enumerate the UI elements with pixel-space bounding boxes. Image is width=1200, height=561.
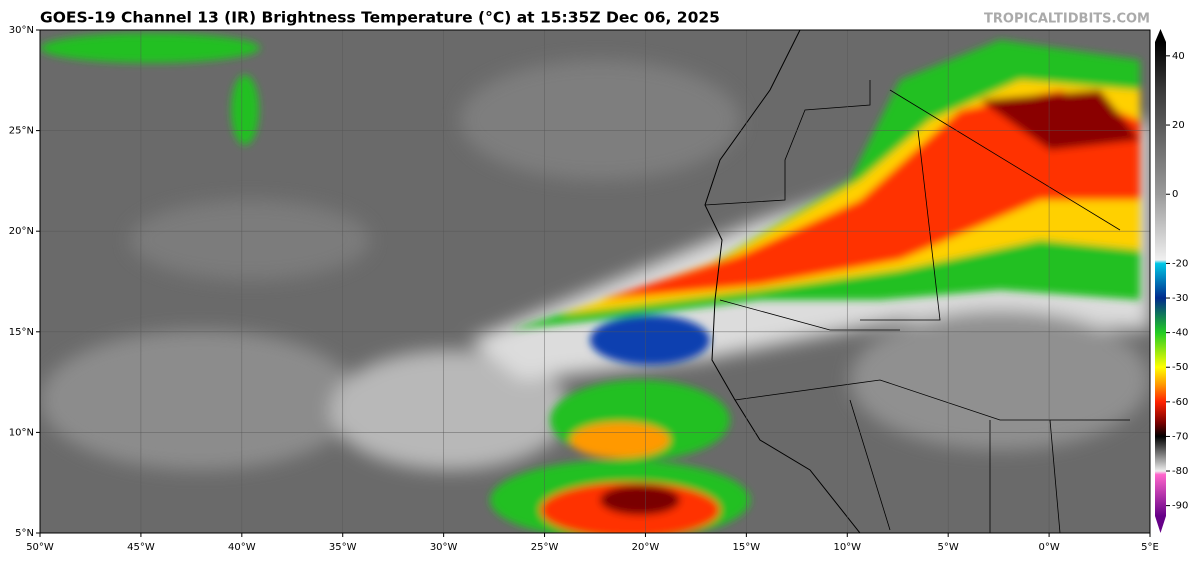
x-tick-label: 10°W (833, 542, 861, 553)
colorbar-min-arrow (1155, 516, 1166, 533)
colorbar-max-arrow (1155, 29, 1166, 42)
x-tick-label: 25°W (531, 542, 559, 553)
colorbar-tick-label: -60 (1172, 397, 1188, 408)
x-tick-label: 20°W (632, 542, 660, 553)
watermark: TROPICALTIDBITS.COM (984, 12, 1150, 27)
x-tick-label: 45°W (127, 542, 155, 553)
y-tick-label: 25°N (9, 126, 34, 137)
colorbar (1155, 42, 1166, 516)
colorbar-tick-label: 20 (1172, 120, 1185, 131)
x-tick-label: 30°W (430, 542, 458, 553)
colorbar-tick-label: -40 (1172, 328, 1188, 339)
x-tick-label: 0°W (1038, 542, 1059, 553)
satellite-image (40, 30, 1150, 533)
colorbar-tick-label: -20 (1172, 258, 1188, 269)
y-tick-label: 15°N (9, 327, 34, 338)
x-tick-label: 5°W (938, 542, 959, 553)
y-tick-label: 20°N (9, 226, 34, 237)
colorbar-tick-label: 40 (1172, 51, 1185, 62)
x-tick-label: 40°W (228, 542, 256, 553)
x-tick-label: 15°W (733, 542, 761, 553)
x-tick-label: 35°W (329, 542, 357, 553)
colorbar-tick-label: -70 (1172, 431, 1188, 442)
colorbar-tick-label: -50 (1172, 362, 1188, 373)
colorbar-tick-label: -90 (1172, 501, 1188, 512)
colorbar-tick-label: -30 (1172, 293, 1188, 304)
colorbar-tick-label: -80 (1172, 466, 1188, 477)
colorbar-tick-label: 0 (1172, 189, 1178, 200)
y-tick-label: 30°N (9, 25, 34, 36)
map-frame (39, 29, 1151, 534)
x-tick-label: 50°W (26, 542, 54, 553)
x-tick-label: 5°E (1141, 542, 1159, 553)
y-tick-label: 10°N (9, 427, 34, 438)
title: GOES-19 Channel 13 (IR) Brightness Tempe… (40, 9, 720, 27)
y-tick-label: 5°N (15, 528, 34, 539)
